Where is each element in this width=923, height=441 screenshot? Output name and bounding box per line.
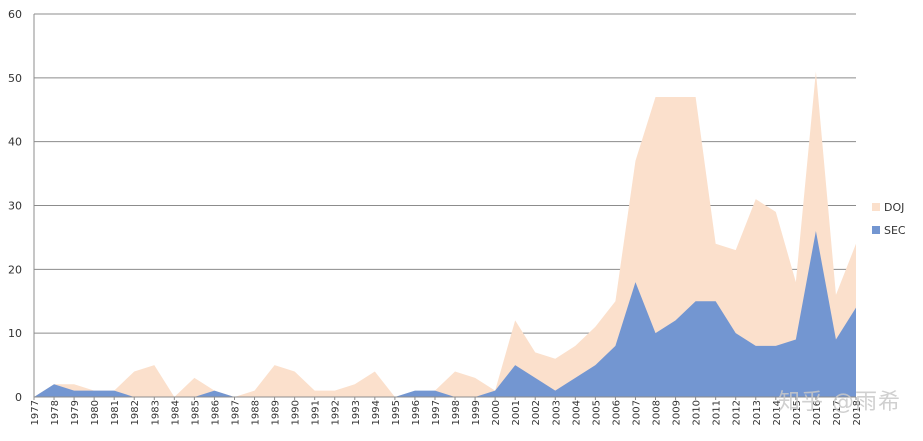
- x-tick-label: 1984: [170, 400, 181, 425]
- x-tick-label: 2014: [772, 400, 783, 425]
- x-tick-label: 1996: [411, 400, 422, 425]
- x-tick-label: 1991: [311, 400, 322, 425]
- legend-swatch-doj: [872, 203, 880, 211]
- x-tick-label: 1983: [150, 400, 161, 425]
- x-tick-label: 2010: [692, 400, 703, 425]
- x-tick-label: 2001: [511, 400, 522, 425]
- x-tick-label: 2003: [551, 400, 562, 425]
- x-tick-label: 2000: [491, 400, 502, 425]
- legend-swatch-sec: [872, 226, 880, 234]
- x-tick-label: 1980: [90, 400, 101, 425]
- x-tick-label: 2013: [752, 400, 763, 425]
- x-tick-label: 1978: [50, 400, 61, 425]
- x-tick-label: 1982: [130, 400, 141, 425]
- x-tick-label: 2012: [732, 400, 743, 425]
- plot-areas: [34, 71, 856, 397]
- x-tick-label: 1987: [230, 400, 241, 425]
- area-doj: [34, 71, 856, 397]
- x-tick-label: 2007: [631, 400, 642, 425]
- x-tick-label: 2015: [792, 400, 803, 425]
- x-tick-label: 1990: [291, 400, 302, 425]
- legend-label-doj: DOJ: [884, 201, 904, 214]
- y-tick-label: 0: [15, 391, 22, 404]
- x-tick-label: 2018: [852, 400, 863, 425]
- axes: [33, 14, 856, 398]
- x-tick-label: 2017: [832, 400, 843, 425]
- x-tick-label: 2006: [611, 400, 622, 425]
- x-tick-label: 1979: [70, 400, 81, 425]
- area-sec: [34, 231, 856, 397]
- y-tick-label: 40: [8, 136, 22, 149]
- x-tick-label: 1994: [371, 400, 382, 425]
- legend: DOJ SEC: [872, 201, 906, 237]
- y-tick-label: 50: [8, 72, 22, 85]
- x-tick-label: 1992: [331, 400, 342, 425]
- x-tick-label: 1989: [271, 400, 282, 425]
- x-tick-label: 1998: [451, 400, 462, 425]
- x-tick-label: 2004: [571, 400, 582, 425]
- x-tick-label: 2002: [531, 400, 542, 425]
- x-tick-label: 1986: [210, 400, 221, 425]
- watermark: 知乎 @雨希: [778, 390, 901, 415]
- legend-label-sec: SEC: [884, 224, 906, 237]
- y-tick-label: 60: [8, 8, 22, 21]
- x-tick-label: 1988: [251, 400, 262, 425]
- x-tick-label: 2016: [812, 400, 823, 425]
- x-tick-label: 1999: [471, 400, 482, 425]
- x-tick-label: 2008: [652, 400, 663, 425]
- x-tick-label: 1977: [30, 400, 41, 425]
- x-tick-label: 2005: [591, 400, 602, 425]
- y-tick-label: 30: [8, 200, 22, 213]
- y-axis-ticks: 0 10 20 30 40 50 60: [8, 8, 22, 404]
- x-tick-label: 1995: [391, 400, 402, 425]
- x-tick-label: 2011: [712, 400, 723, 425]
- x-tick-label: 1993: [351, 400, 362, 425]
- x-tick-label: 1997: [431, 400, 442, 425]
- x-tick-label: 1981: [110, 400, 121, 425]
- y-tick-label: 20: [8, 263, 22, 276]
- x-axis-ticks: 1977 1978 1979 1980 1981 1982 1983 1984 1985 1986…: [30, 397, 863, 425]
- x-tick-label: 2009: [672, 400, 683, 425]
- x-tick-label: 1985: [190, 400, 201, 425]
- y-tick-label: 10: [8, 327, 22, 340]
